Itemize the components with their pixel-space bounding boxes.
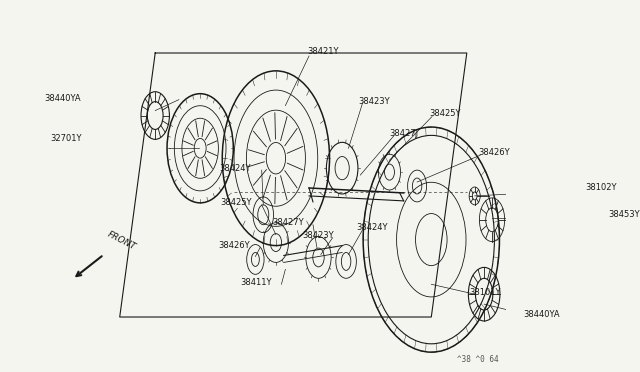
Text: 38427J: 38427J (390, 129, 419, 138)
Text: 38102Y: 38102Y (585, 183, 616, 192)
Text: 38440YA: 38440YA (45, 94, 81, 103)
Text: 38423Y: 38423Y (303, 231, 334, 240)
Text: 38426Y: 38426Y (479, 148, 510, 157)
Text: 38421Y: 38421Y (307, 46, 339, 55)
Text: 38411Y: 38411Y (241, 278, 272, 287)
Text: 38425Y: 38425Y (429, 109, 461, 118)
Text: 38101Y: 38101Y (469, 288, 500, 297)
Text: 38440YA: 38440YA (524, 310, 560, 318)
Text: 38424Y: 38424Y (356, 223, 388, 232)
Text: 38453Y: 38453Y (609, 210, 640, 219)
Text: 38424Y: 38424Y (219, 164, 251, 173)
Text: ^38 ^0 64: ^38 ^0 64 (457, 355, 499, 364)
Text: 38426Y: 38426Y (218, 241, 250, 250)
Text: FRONT: FRONT (106, 230, 138, 251)
Text: 32701Y: 32701Y (51, 134, 82, 143)
Text: 38425Y: 38425Y (221, 198, 252, 207)
Text: 38423Y: 38423Y (358, 97, 390, 106)
Text: 38427Y: 38427Y (273, 218, 305, 227)
